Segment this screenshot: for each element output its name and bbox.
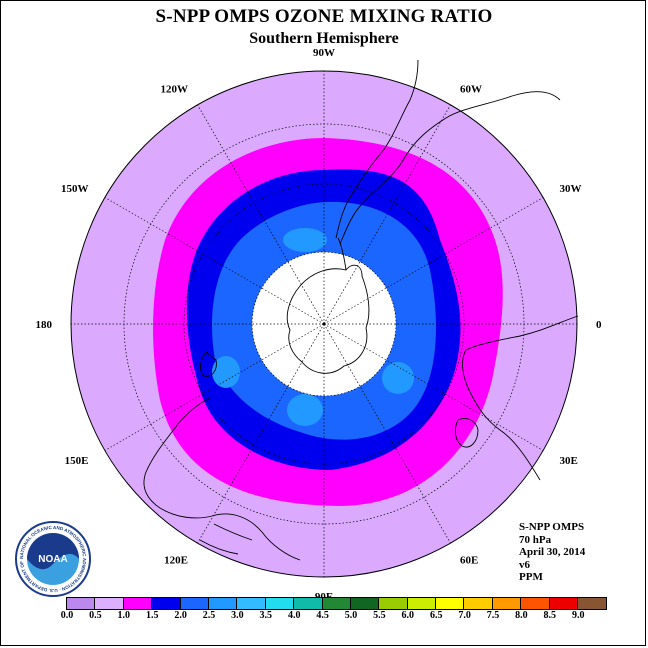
longitude-line [104,197,325,325]
longitude-line [197,323,325,544]
latitude-gridlines [123,123,525,525]
colorbar-tick-label: 6.0 [401,610,415,621]
colorbar-cell [95,598,124,609]
new-zealand-coastline [199,351,217,377]
colorbar-tick-label: 5.0 [344,610,358,621]
colorbar-tick-label: 3.5 [259,610,273,621]
colorbar-tick-label: 2.0 [174,610,187,621]
australia-coastline [143,397,301,561]
longitude-label: 150E [65,455,89,467]
ozone-field-light-blue-patch [283,228,327,252]
longitude-gridlines [71,71,577,577]
colorbar-cell [237,598,266,609]
longitude-label: 120E [164,555,188,567]
colorbar-cell [521,598,550,609]
colorbar-cell [379,598,408,609]
colorbar-cell [123,598,153,609]
antarctic-peninsula-coastline [337,237,347,271]
colorbar-cell [208,598,238,609]
longitude-line [104,323,325,451]
indonesia-coastline [199,523,253,555]
colorbar-cell [67,598,96,609]
colorbar-tick-label: 8.5 [543,610,557,621]
ozone-field-light-blue-patch [382,362,414,394]
longitude-label: 120W [161,83,189,95]
longitude-line [323,197,544,325]
south-america-west-coastline [335,59,419,239]
longitude-label: 60E [460,555,478,567]
colorbar-cell [549,598,579,609]
colorbar-cell [407,598,437,609]
south-pole-marker [322,322,326,326]
colorbar-tick-label: 7.5 [486,610,500,621]
colorbar-cell [350,598,380,609]
longitude-label: 90W [313,47,335,59]
colorbar-tick-label: 1.5 [145,610,159,621]
longitude-label: 30E [560,455,578,467]
longitude-line [323,323,544,451]
longitude-label: 30W [560,183,582,195]
map-subtitle: Southern Hemisphere [249,30,399,47]
product-version: v6 [519,558,530,571]
colorbar-tick-label: 9.0 [571,610,585,621]
ozone-field-light-blue-patch [287,394,323,426]
colorbar-tick-label: 6.5 [429,610,443,621]
colorbar [66,597,608,610]
instrument-name: S-NPP OMPS [519,521,585,533]
latitude-circle [251,251,397,397]
units: PPM [519,571,543,583]
colorbar-cell [180,598,209,609]
longitude-line [323,104,451,325]
latitude-circle [183,183,465,465]
colorbar-tick-label: 2.5 [202,610,216,621]
observation-date: April 30, 2014 [519,546,586,558]
colorbar-cell [464,598,493,609]
colorbar-cell [578,598,607,609]
colorbar-cell [265,598,295,609]
map-title: S-NPP OMPS OZONE MIXING RATIO [155,6,493,27]
pressure-level: 70 hPa [519,533,552,546]
colorbar-tick-label: 0.0 [60,610,74,621]
colorbar-tick-label: 8.0 [515,610,528,621]
colorbar-cell [492,598,522,609]
longitude-label: 150W [61,183,89,195]
longitude-line [323,323,451,544]
longitude-line [197,104,325,325]
madagascar-coastline [454,418,479,448]
colorbar-tick-label: 4.0 [287,610,301,621]
ozone-field-light-blue-patch [212,356,240,388]
colorbar-tick-label: 7.0 [458,610,471,621]
colorbar-tick-label: 5.5 [373,610,386,621]
colorbar-tick-label: 0.5 [89,610,102,621]
longitude-label: 180 [36,319,53,331]
colorbar-cell [152,598,181,609]
latitude-circle [123,123,525,525]
africa-coastline [462,315,579,481]
colorbar-tick-labels: 0.0 0.5 1.0 1.5 2.0 2.5 3.0 3.5 4.0 4.5 5.0 5.5 6.0 6… [0,610,648,624]
coastlines [143,59,579,561]
antarctica-coastline [286,264,370,374]
longitude-label: 60W [460,83,482,95]
colorbar-tick-label: 3.0 [231,610,244,621]
colorbar-cell [294,598,323,609]
south-america-coastline [339,91,561,245]
longitude-label: 0 [596,319,602,331]
colorbar-cell [436,598,465,609]
noaa-logo: NOAA NATIONAL OCEANIC AND ATMOSPHERIC AD… [12,516,92,598]
colorbar-tick-label: 1.0 [117,610,131,621]
noaa-logo-text: NOAA [38,554,67,565]
map-info-block: S-NPP OMPS 70 hPa April 30, 2014 v6 PPM [519,521,585,584]
colorbar-cell [322,598,351,609]
colorbar-tick-label: 4.5 [316,610,329,621]
